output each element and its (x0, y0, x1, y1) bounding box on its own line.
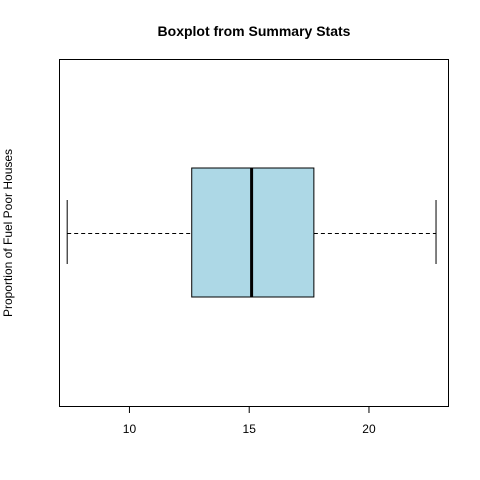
y-axis-label: Proportion of Fuel Poor Houses (1, 149, 15, 317)
x-tick-label: 15 (243, 422, 257, 436)
boxplot-box-group (66, 167, 437, 298)
x-tick-label: 20 (362, 422, 376, 436)
chart-title: Boxplot from Summary Stats (158, 23, 351, 39)
x-axis: 10 15 20 (123, 406, 376, 436)
x-tick-label: 10 (123, 422, 137, 436)
